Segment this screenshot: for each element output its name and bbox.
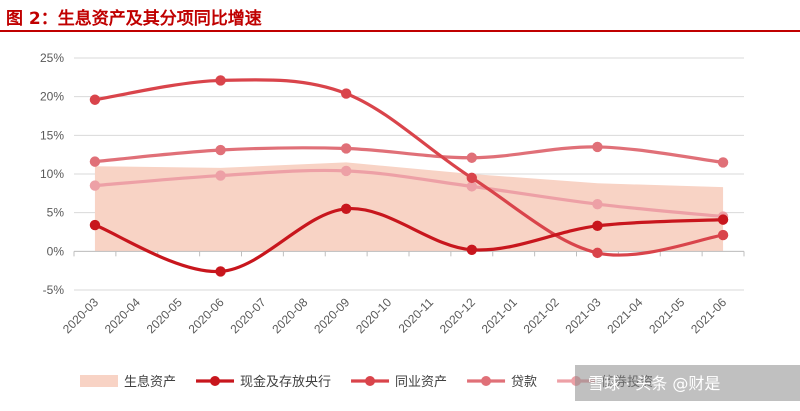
legend-marker: [210, 376, 221, 386]
data-point: [340, 143, 352, 154]
y-tick-label: 25%: [40, 51, 64, 65]
x-tick-label: 2020-06: [186, 295, 227, 336]
x-tick-label: 2021-01: [479, 295, 520, 336]
legend-label: 同业资产: [395, 375, 447, 390]
data-point: [466, 181, 478, 192]
data-point: [717, 157, 729, 168]
series-line: [93, 145, 725, 164]
data-point: [466, 172, 478, 184]
data-point: [592, 198, 603, 210]
x-tick-label: 2020-09: [311, 295, 352, 336]
watermark-text: 雪球 · 头条 @财是: [588, 374, 720, 393]
chart-title: 图 2：生息资产及其分项同比增速: [6, 9, 262, 29]
data-point: [340, 165, 352, 177]
legend-swatch: [80, 375, 118, 387]
data-point: [717, 214, 729, 225]
data-point: [466, 244, 478, 255]
x-tick-label: 2021-05: [646, 295, 687, 336]
legend-label: 现金及存放央行: [240, 374, 331, 390]
watermark-backdrop: [575, 365, 800, 401]
x-tick-label: 2020-08: [269, 295, 310, 336]
y-tick-label: 5%: [47, 206, 65, 220]
series-line: [93, 78, 725, 257]
y-tick-label: 0%: [47, 244, 65, 258]
x-tick-label: 2021-03: [563, 295, 604, 336]
y-tick-label: 20%: [40, 90, 64, 104]
x-tick-label: 2020-10: [353, 295, 394, 336]
area-series: [94, 162, 724, 252]
data-point: [466, 152, 478, 163]
x-tick-label: 2020-03: [60, 295, 101, 336]
x-tick-label: 2021-02: [521, 295, 562, 336]
data-point: [215, 266, 226, 277]
x-tick-label: 2021-06: [688, 295, 729, 336]
legend-label: 生息资产: [124, 374, 176, 390]
data-point: [340, 88, 352, 99]
data-point: [592, 247, 603, 259]
data-point: [89, 180, 101, 191]
x-tick-label: 2020-12: [437, 295, 478, 336]
series-line: [93, 207, 725, 274]
data-point: [89, 156, 101, 167]
data-point: [717, 229, 729, 241]
data-point: [592, 141, 603, 153]
data-point: [592, 220, 603, 232]
legend-label: 贷款: [511, 375, 537, 390]
x-tick-label: 2020-11: [396, 295, 437, 336]
x-tick-label: 2020-04: [102, 295, 143, 336]
data-point: [89, 219, 101, 231]
title-rule: [0, 30, 800, 32]
y-tick-label: 15%: [40, 128, 64, 142]
legend-marker: [481, 376, 492, 386]
data-point: [340, 203, 352, 214]
data-point: [215, 75, 226, 86]
x-tick-label: 2020-07: [228, 295, 269, 336]
series-line: [93, 168, 725, 219]
x-tick-label: 2020-05: [144, 295, 185, 336]
data-point: [89, 94, 101, 105]
data-point: [215, 170, 226, 181]
x-tick-label: 2021-04: [604, 295, 645, 336]
y-tick-label: -5%: [43, 283, 65, 297]
y-tick-label: 10%: [40, 167, 64, 181]
data-point: [215, 144, 226, 156]
legend-marker: [365, 376, 376, 386]
